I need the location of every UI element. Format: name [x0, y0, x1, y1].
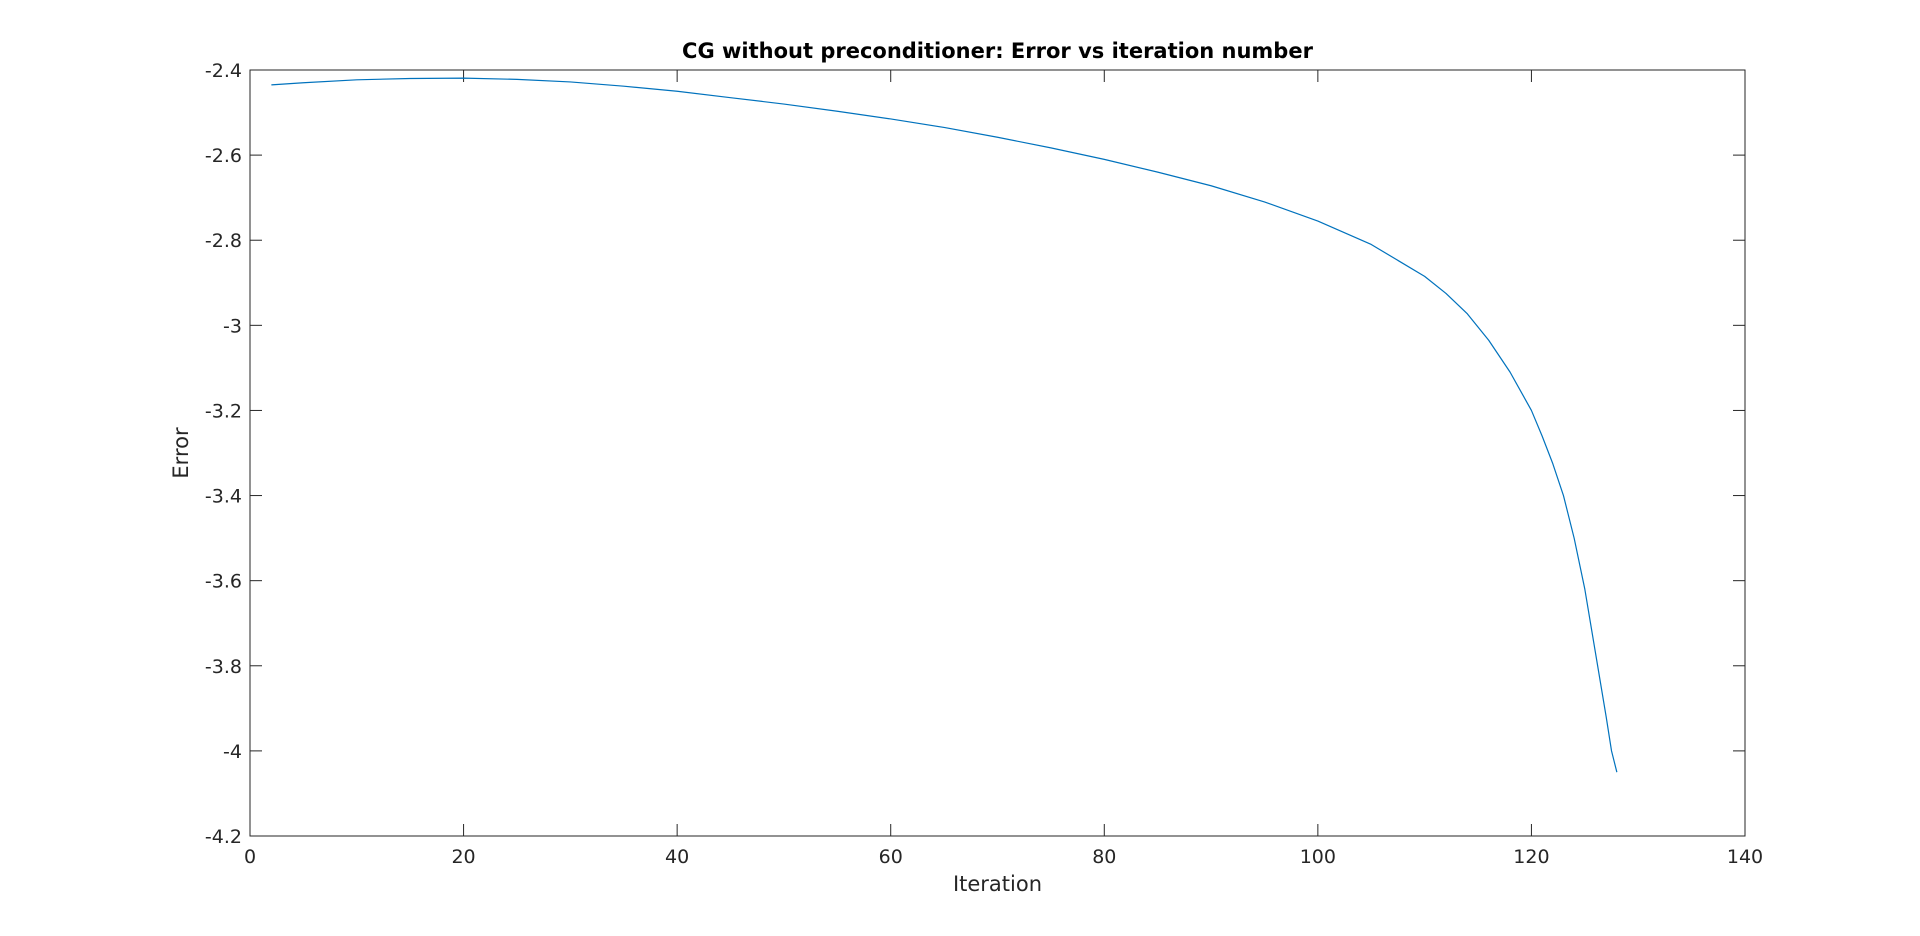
chart-title: CG without preconditioner: Error vs iter… [682, 39, 1314, 63]
x-axis-ticks: 0 20 40 60 80 100 120 140 [244, 70, 1763, 868]
y-tick-label: -2.6 [205, 145, 242, 167]
y-axis-label: Error [169, 427, 193, 479]
y-tick-label: -4 [223, 741, 242, 763]
y-tick-label: -4.2 [205, 826, 242, 848]
y-tick-label: -2.4 [205, 60, 242, 82]
axes-box [249, 69, 1746, 837]
y-tick-label: -3.4 [205, 486, 242, 508]
x-tick-label: 20 [451, 846, 475, 868]
series-layer [271, 77, 1618, 773]
y-axis-ticks: -4.2 -4 -3.8 -3.6 -3.4 -3.2 -3 -2.8 -2.6 -2.4 [205, 60, 1745, 848]
y-tick-label: -3.2 [205, 400, 242, 422]
y-tick-label: -3.6 [205, 571, 242, 593]
x-tick-label: 60 [879, 846, 903, 868]
plot-area [249, 69, 1746, 837]
x-tick-label: 120 [1513, 846, 1549, 868]
x-axis-label: Iteration [953, 872, 1042, 896]
series-line-0 [271, 77, 1618, 773]
x-tick-label: 0 [244, 846, 256, 868]
x-tick-label: 40 [665, 846, 689, 868]
x-tick-label: 80 [1092, 846, 1116, 868]
y-tick-label: -3.8 [205, 656, 242, 678]
y-tick-label: -3 [223, 315, 242, 337]
x-tick-label: 100 [1300, 846, 1336, 868]
y-tick-label: -2.8 [205, 230, 242, 252]
x-tick-label: 140 [1727, 846, 1763, 868]
